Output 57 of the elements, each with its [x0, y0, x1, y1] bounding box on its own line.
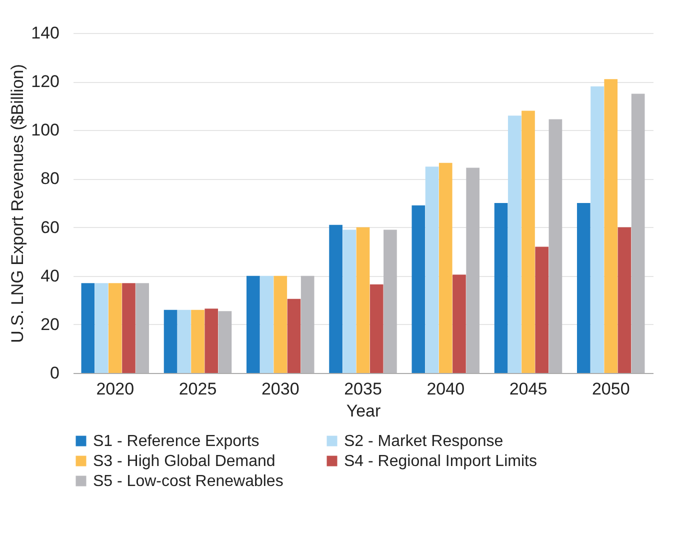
bar — [122, 283, 136, 373]
bar — [274, 276, 288, 373]
bar — [604, 79, 618, 373]
bar — [576, 203, 590, 373]
bar — [287, 298, 301, 373]
bar — [466, 168, 480, 373]
bar — [218, 311, 232, 373]
legend-label: S5 - Low-cost Renewables — [93, 473, 284, 490]
bar — [494, 203, 508, 373]
y-tick-label: 80 — [40, 169, 60, 188]
x-tick-label: 2030 — [261, 380, 300, 398]
legend-label: S3 - High Global Demand — [93, 453, 276, 470]
x-tick-label: 2050 — [592, 380, 630, 398]
y-tick-label: 20 — [40, 314, 60, 334]
legend-label: S2 - Market Response — [344, 433, 504, 450]
legend-label: S4 - Regional Import Limits — [344, 453, 537, 470]
bar — [356, 227, 370, 373]
bar — [260, 276, 274, 373]
x-tick-label: 2045 — [509, 380, 548, 398]
y-tick-label: 120 — [31, 72, 60, 92]
bar — [508, 116, 522, 373]
bar — [136, 283, 150, 373]
y-tick-label: 140 — [31, 24, 60, 42]
bar — [164, 310, 178, 373]
bar — [370, 284, 384, 373]
bar — [191, 310, 204, 373]
bar — [300, 276, 314, 373]
x-axis-title: Year — [346, 402, 382, 420]
bar — [108, 283, 122, 373]
bar — [329, 224, 342, 373]
x-tick-label: 2025 — [178, 380, 217, 398]
bar — [438, 162, 452, 373]
bar — [246, 276, 260, 373]
bar — [590, 86, 604, 373]
bar — [425, 166, 439, 373]
bar — [384, 230, 397, 373]
bar — [204, 308, 218, 373]
x-tick-label: 2035 — [344, 380, 382, 398]
bar — [177, 310, 191, 373]
legend-label: S1 - Reference Exports — [93, 433, 260, 450]
x-tick-label: 2020 — [96, 380, 134, 398]
y-tick-label: 60 — [40, 218, 60, 237]
y-tick-label: 40 — [40, 266, 60, 286]
bar — [631, 94, 645, 373]
bar — [535, 246, 549, 373]
bar — [94, 283, 108, 373]
bar — [81, 283, 95, 373]
y-axis-title: U.S. LNG Export Revenues ($Billion) — [8, 64, 28, 343]
bar — [618, 227, 632, 373]
bar — [548, 119, 562, 373]
x-tick-label: 2040 — [426, 380, 465, 398]
bar — [412, 205, 426, 373]
bar — [522, 110, 535, 373]
y-tick-label: 100 — [31, 120, 60, 140]
bar — [342, 230, 356, 373]
y-tick-label: 0 — [50, 364, 60, 382]
bar — [452, 274, 466, 373]
